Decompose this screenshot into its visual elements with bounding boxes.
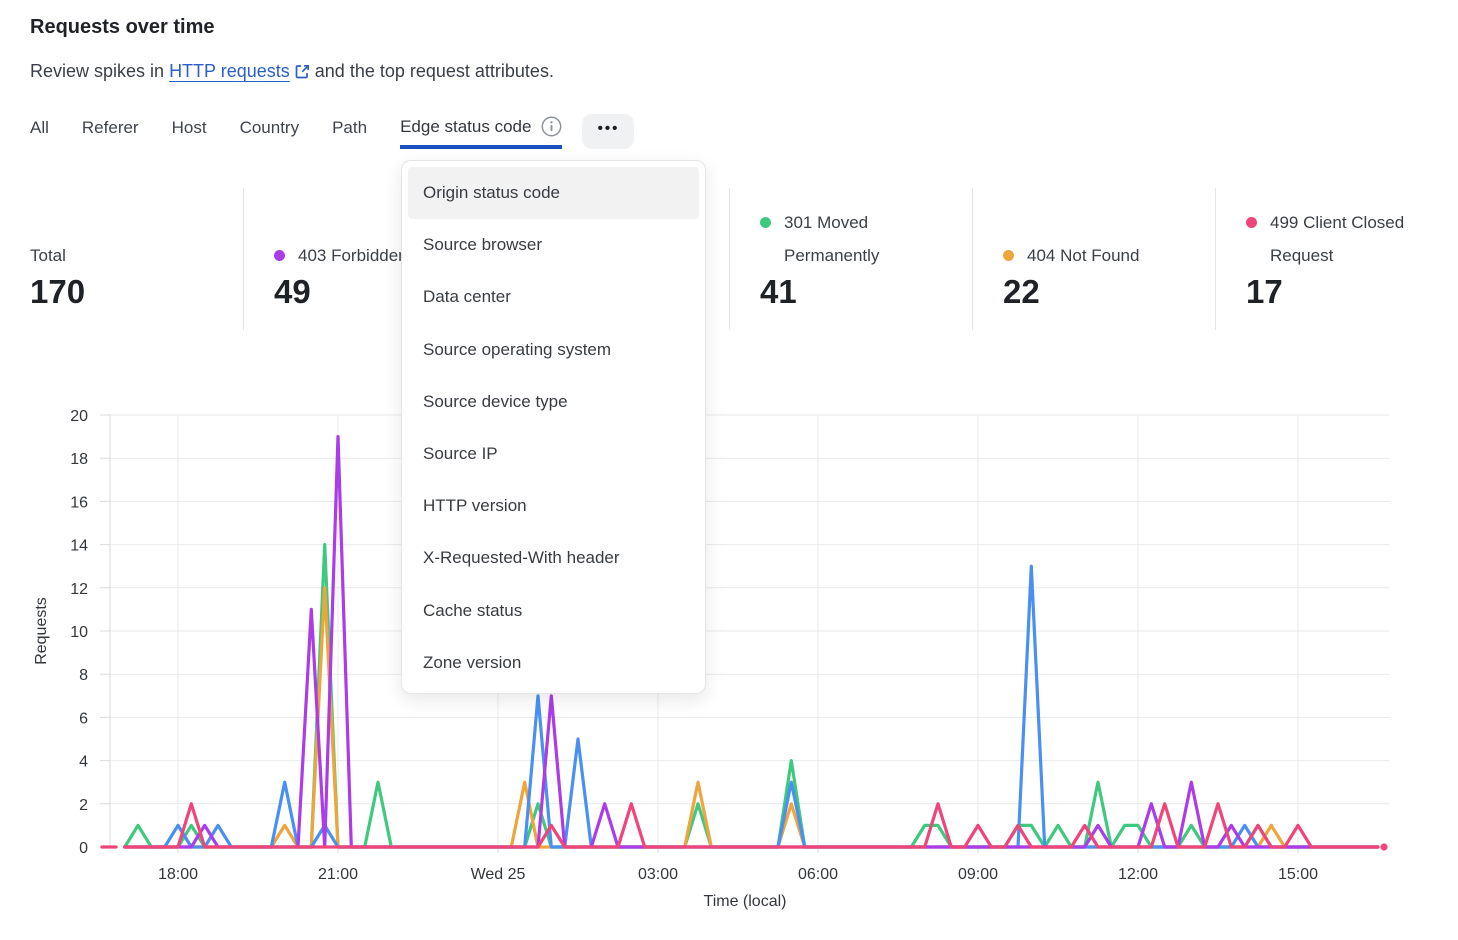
- svg-text:2: 2: [79, 797, 88, 814]
- page-subtitle: Review spikes in HTTP requests and the t…: [30, 61, 554, 84]
- menu-item-source-browser[interactable]: Source browser: [423, 235, 543, 255]
- stat-403-value: 49: [274, 273, 311, 310]
- stat-404-label: 404 Not Found: [1027, 246, 1140, 265]
- subtitle-text: Review spikes in: [30, 61, 170, 81]
- summary-stats-row: Total 170 403 Forbidden 49 301 Moved Per…: [0, 188, 1458, 330]
- stat-total-value: 170: [30, 273, 86, 310]
- stat-499-client-closed-request: 499 Client Closed Request 17: [1215, 188, 1458, 330]
- svg-text:06:00: 06:00: [798, 866, 838, 883]
- svg-text:Time (local): Time (local): [704, 893, 787, 910]
- svg-text:15:00: 15:00: [1278, 866, 1318, 883]
- svg-text:18: 18: [70, 451, 88, 468]
- stat-403-label: 403 Forbidden: [298, 246, 408, 265]
- tab-edge-status-code-label: Edge status code: [400, 116, 532, 136]
- tab-host[interactable]: Host: [171, 118, 207, 137]
- menu-item-origin-status-code[interactable]: Origin status code: [408, 167, 699, 220]
- svg-text:03:00: 03:00: [638, 866, 678, 883]
- svg-text:16: 16: [70, 494, 88, 511]
- svg-text:18:00: 18:00: [158, 866, 198, 883]
- stat-499-label: 499 Client Closed Request: [1270, 213, 1405, 265]
- svg-text:8: 8: [79, 667, 88, 684]
- external-link-icon: [295, 63, 310, 84]
- subtitle-text-tail: and the top request attributes.: [309, 61, 554, 81]
- attribute-tabs: All Referer Host Country Path Edge statu…: [30, 114, 635, 149]
- stat-301-value: 41: [760, 273, 797, 310]
- stat-total: Total 170: [0, 188, 243, 330]
- stat-499-value: 17: [1246, 273, 1283, 310]
- menu-item-zone-version[interactable]: Zone version: [423, 652, 522, 672]
- legend-dot-403: [274, 250, 285, 261]
- svg-text:6: 6: [79, 710, 88, 727]
- menu-item-cache-status[interactable]: Cache status: [423, 600, 523, 620]
- tab-country[interactable]: Country: [239, 118, 300, 137]
- page-title: Requests over time: [30, 16, 215, 38]
- menu-item-source-operating-system[interactable]: Source operating system: [423, 339, 612, 359]
- svg-text:12: 12: [70, 581, 88, 598]
- menu-item-source-device-type[interactable]: Source device type: [423, 391, 568, 411]
- ellipsis-icon: •••: [597, 119, 620, 137]
- svg-text:20: 20: [70, 408, 88, 425]
- svg-text:0: 0: [79, 840, 88, 857]
- stat-404-value: 22: [1003, 273, 1040, 310]
- tab-edge-status-code[interactable]: Edge status code: [400, 116, 563, 149]
- attribute-dropdown-menu: Origin status code Source browser Data c…: [401, 160, 706, 694]
- tab-path[interactable]: Path: [332, 118, 368, 137]
- menu-item-data-center[interactable]: Data center: [423, 287, 511, 307]
- svg-text:Requests: Requests: [33, 597, 50, 665]
- more-tabs-button[interactable]: •••: [582, 114, 635, 149]
- stat-403-forbidden: 403 Forbidden 49: [243, 188, 486, 330]
- menu-item-http-version[interactable]: HTTP version: [423, 496, 527, 516]
- stat-total-label: Total: [30, 246, 66, 265]
- stat-301-moved-permanently: 301 Moved Permanently 41: [729, 188, 972, 330]
- stat-301-label: 301 Moved Permanently: [784, 213, 880, 265]
- stat-404-not-found: 404 Not Found 22: [972, 188, 1215, 330]
- http-requests-link[interactable]: HTTP requests: [169, 61, 290, 81]
- legend-dot-404: [1003, 250, 1014, 261]
- svg-text:14: 14: [70, 538, 88, 555]
- legend-dot-301: [760, 217, 771, 228]
- legend-dot-499: [1246, 217, 1257, 228]
- tab-referer[interactable]: Referer: [81, 118, 139, 137]
- info-icon[interactable]: [541, 116, 562, 137]
- menu-item-x-requested-with-header[interactable]: X-Requested-With header: [423, 548, 620, 568]
- svg-text:Wed 25: Wed 25: [471, 866, 526, 883]
- svg-text:4: 4: [79, 754, 88, 771]
- menu-item-source-ip[interactable]: Source IP: [423, 444, 498, 464]
- svg-text:21:00: 21:00: [318, 866, 358, 883]
- svg-text:10: 10: [70, 624, 88, 641]
- tab-all[interactable]: All: [30, 118, 49, 137]
- svg-text:12:00: 12:00: [1118, 866, 1158, 883]
- svg-text:09:00: 09:00: [958, 866, 998, 883]
